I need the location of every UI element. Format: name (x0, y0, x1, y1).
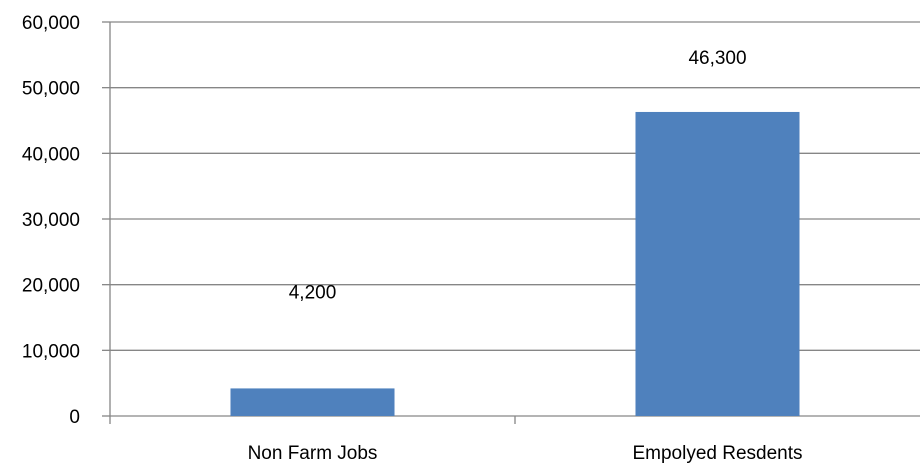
bars (230, 111, 800, 417)
labels: 4,200 Non Farm Jobs 46,300 Empolyed Resdent… (248, 48, 803, 464)
y-tick-label: 0 (69, 407, 80, 428)
y-tick-label: 20,000 (22, 276, 80, 297)
x-tick-label: Non Farm Jobs (248, 443, 378, 464)
y-tick-label: 50,000 (22, 79, 80, 100)
y-tick-label: 60,000 (22, 13, 80, 34)
y-tick-label: 30,000 (22, 210, 80, 231)
data-label: 4,200 (289, 282, 337, 303)
bar (635, 111, 800, 417)
y-tick-label: 10,000 (22, 341, 80, 362)
x-tick-label: Empolyed Resdents (632, 443, 802, 464)
y-tick-label: 40,000 (22, 144, 80, 165)
bar (230, 388, 395, 416)
data-label: 46,300 (688, 48, 746, 69)
